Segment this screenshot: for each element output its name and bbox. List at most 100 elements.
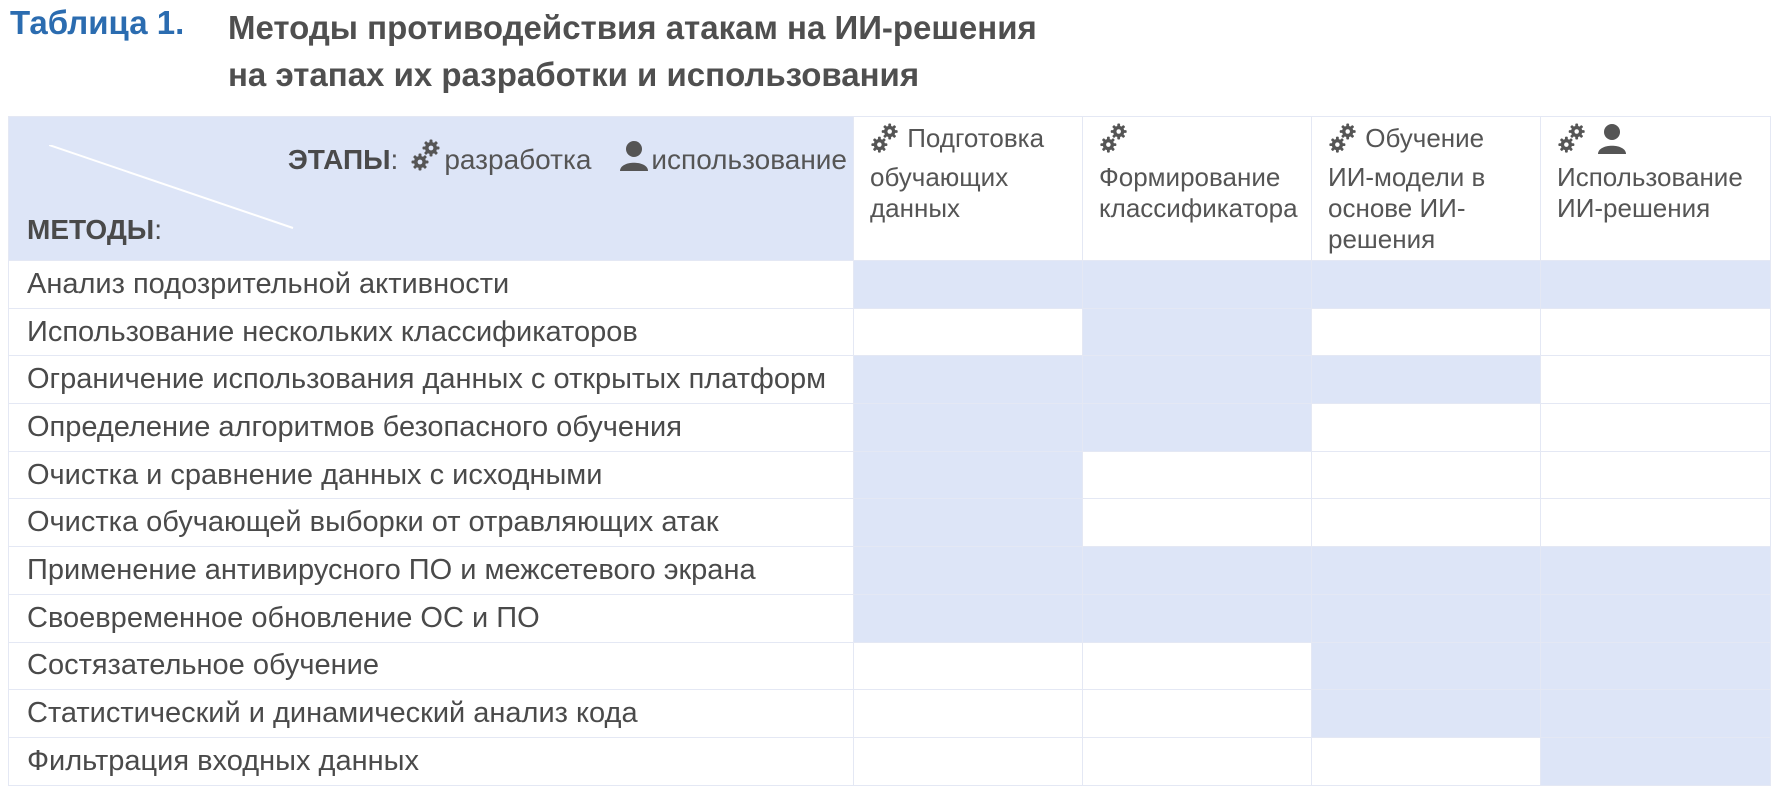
applicable-cell — [1082, 260, 1312, 309]
applicable-cell — [1540, 593, 1771, 643]
applicable-cell — [1082, 403, 1312, 452]
stage-label: Использование ИИ-решения — [1557, 162, 1743, 223]
stage-header: Подготовка обучающих данных — [853, 116, 1083, 261]
stage-icons — [1099, 123, 1129, 162]
diagonal-divider — [49, 145, 294, 229]
stage-icons — [1557, 123, 1627, 162]
table-row: Статистический и динамический анализ код… — [8, 689, 1771, 738]
table-row: Фильтрация входных данных — [8, 736, 1771, 786]
dev-legend-label: разработка — [444, 143, 592, 175]
empty-cell — [853, 641, 1083, 691]
user-icon — [1597, 123, 1627, 162]
use-legend-label: использование — [651, 143, 847, 175]
applicable-cell — [1540, 641, 1771, 691]
applicable-cell — [1311, 355, 1541, 405]
applicable-cell — [1540, 689, 1771, 738]
empty-cell — [1311, 307, 1541, 357]
caption-title: Методы противодействия атакам на ИИ-реше… — [228, 4, 1037, 98]
caption-title-line-2: на этапах их разработки и использования — [228, 56, 920, 93]
table-row: Очистка обучающей выборки от отравляющих… — [8, 498, 1771, 548]
stage-icons — [870, 123, 900, 162]
caption-label: Таблица 1. — [10, 4, 185, 41]
method-name: Применение антивирусного ПО и межсетевог… — [8, 546, 854, 595]
empty-cell — [1540, 498, 1771, 548]
methods-body: Анализ подозрительной активности Использо… — [8, 260, 1771, 786]
stages-word: ЭТАПЫ — [287, 143, 391, 175]
gears-icon — [1328, 123, 1358, 162]
stage-header: Формирование классификатора — [1082, 116, 1312, 261]
method-name: Состязательное обучение — [8, 641, 854, 691]
gears-icon — [410, 139, 442, 180]
empty-cell — [1540, 450, 1771, 500]
applicable-cell — [1540, 260, 1771, 309]
applicable-cell — [853, 355, 1083, 405]
applicable-cell — [1540, 546, 1771, 595]
table-row: Своевременное обновление ОС и ПО — [8, 593, 1771, 643]
table-row: Состязательное обучение — [8, 641, 1771, 691]
applicable-cell — [853, 498, 1083, 548]
applicable-cell — [1311, 260, 1541, 309]
method-name: Статистический и динамический анализ код… — [8, 689, 854, 738]
empty-cell — [1311, 450, 1541, 500]
table-row: Определение алгоритмов безопасного обуче… — [8, 403, 1771, 452]
methods-legend: МЕТОДЫ: — [27, 214, 162, 245]
applicable-cell — [1082, 307, 1312, 357]
methods-table: ЭТАПЫ: — [8, 116, 1771, 786]
empty-cell — [853, 307, 1083, 357]
methods-word: МЕТОДЫ — [27, 214, 155, 245]
user-icon — [619, 140, 649, 179]
empty-cell — [1311, 403, 1541, 452]
applicable-cell — [1540, 736, 1771, 786]
empty-cell — [853, 689, 1083, 738]
stages-legend: ЭТАПЫ: — [288, 139, 847, 180]
stage-header: Использование ИИ-решения — [1540, 116, 1771, 261]
method-name: Фильтрация входных данных — [8, 736, 854, 786]
applicable-cell — [853, 450, 1083, 500]
empty-cell — [1311, 498, 1541, 548]
applicable-cell — [1082, 546, 1312, 595]
applicable-cell — [853, 260, 1083, 309]
gears-icon — [1557, 123, 1587, 162]
table-row: Ограничение использования данных с откры… — [8, 355, 1771, 405]
stage-label: Обучение ИИ-модели в основе ИИ-решения — [1328, 123, 1486, 254]
method-name: Очистка и сравнение данных с исходными — [8, 450, 854, 500]
table-row: Анализ подозрительной активности — [8, 260, 1771, 309]
applicable-cell — [853, 593, 1083, 643]
method-name: Анализ подозрительной активности — [8, 260, 854, 309]
applicable-cell — [1082, 355, 1312, 405]
stage-label: Подготовка обучающих данных — [870, 123, 1045, 223]
corner-header: ЭТАПЫ: — [8, 116, 854, 261]
method-name: Своевременное обновление ОС и ПО — [8, 593, 854, 643]
applicable-cell — [853, 403, 1083, 452]
header-row: ЭТАПЫ: — [8, 116, 1771, 261]
empty-cell — [1082, 450, 1312, 500]
table-row: Применение антивирусного ПО и межсетевог… — [8, 546, 1771, 595]
method-name: Использование нескольких классификаторов — [8, 307, 854, 357]
empty-cell — [1082, 689, 1312, 738]
empty-cell — [1082, 736, 1312, 786]
empty-cell — [1082, 641, 1312, 691]
applicable-cell — [1311, 546, 1541, 595]
gears-icon — [870, 123, 900, 162]
stage-label: Формирование классификатора — [1099, 162, 1298, 223]
empty-cell — [1540, 307, 1771, 357]
stage-icons — [1328, 123, 1358, 162]
empty-cell — [1540, 355, 1771, 405]
applicable-cell — [853, 546, 1083, 595]
table-row: Использование нескольких классификаторов — [8, 307, 1771, 357]
gears-icon — [1099, 123, 1129, 162]
caption-title-line-1: Методы противодействия атакам на ИИ-реше… — [228, 9, 1037, 46]
method-name: Ограничение использования данных с откры… — [8, 355, 854, 405]
applicable-cell — [1311, 641, 1541, 691]
empty-cell — [1311, 736, 1541, 786]
stage-header: Обучение ИИ-модели в основе ИИ-решения — [1311, 116, 1541, 261]
empty-cell — [1540, 403, 1771, 452]
table-row: Очистка и сравнение данных с исходными — [8, 450, 1771, 500]
applicable-cell — [1311, 593, 1541, 643]
empty-cell — [853, 736, 1083, 786]
empty-cell — [1082, 498, 1312, 548]
method-name: Очистка обучающей выборки от отравляющих… — [8, 498, 854, 548]
applicable-cell — [1082, 593, 1312, 643]
method-name: Определение алгоритмов безопасного обуче… — [8, 403, 854, 452]
applicable-cell — [1311, 689, 1541, 738]
